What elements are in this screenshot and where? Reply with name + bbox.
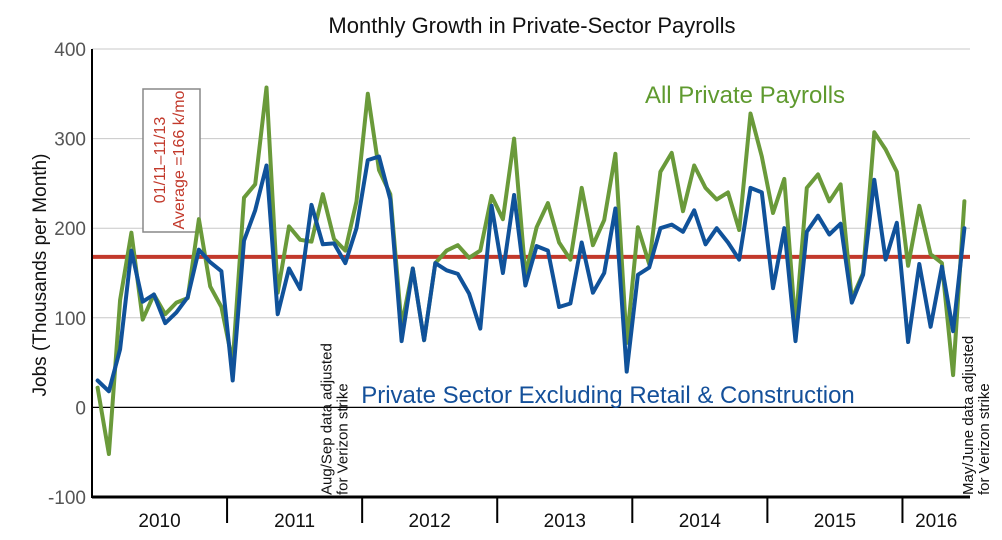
average-label-period: 01/11–11/13 [152,117,169,204]
y-tick-label: 0 [75,398,86,419]
y-tick-label: 100 [54,309,86,330]
y-tick-label: 200 [54,219,86,240]
axes [91,49,970,499]
x-tick-label: 2011 [274,511,315,532]
annotations: Aug/Sep data adjusted for Verizon strike M… [319,336,994,495]
y-axis-label: Jobs (Thousands per Month) [30,154,51,397]
annotation: Aug/Sep data adjusted for Verizon strike [319,343,352,495]
x-tick-label: 2013 [544,511,586,532]
x-tick-label: 2010 [138,511,180,532]
average-label-value: Average =166 k/mo [171,90,188,229]
x-tick-label: 2012 [409,511,451,532]
annotation-line: for Verizon strike [976,383,993,495]
chart-title: Monthly Growth in Private-Sector Payroll… [328,13,735,38]
series-line-all-private-payrolls [95,85,967,456]
legend-all-private-payrolls: All Private Payrolls [645,82,845,109]
annotation-line: Aug/Sep data adjusted [319,343,336,495]
y-tick-label: 300 [54,130,86,151]
y-tick-labels: 400 300 200 100 0 -100 [48,40,86,509]
x-tick-label: 2014 [679,511,722,532]
x-tick-labels: 2010 2011 2012 2013 2014 2015 2016 [138,497,957,532]
annotation-line: May/June data adjusted [960,336,977,495]
series-lines [95,85,967,456]
y-tick-label: 400 [54,40,86,61]
annotation: May/June data adjusted for Verizon strike [960,336,993,495]
annotation-line: for Verizon strike [335,383,352,495]
series-line-private-ex-retail-construction [95,154,967,394]
average-line-group: 01/11–11/13 Average =166 k/mo [92,88,970,259]
x-tick-label: 2016 [915,511,957,532]
y-tick-label: -100 [48,488,86,509]
average-label-box [142,88,201,233]
x-tick-label: 2015 [814,511,856,532]
legend-private-ex-retail-construction: Private Sector Excluding Retail & Constr… [361,382,855,409]
